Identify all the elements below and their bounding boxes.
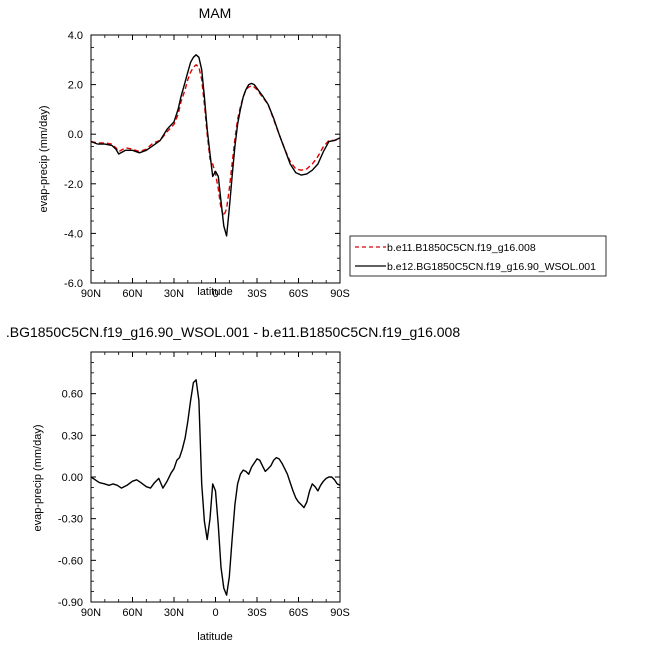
x-tick-label: 90S [330, 288, 350, 300]
bottom-x-axis-label: latitude [197, 631, 232, 643]
x-tick-label: 30N [164, 288, 184, 300]
x-tick-label: 60N [122, 607, 142, 619]
series-line-0 [90, 64, 341, 217]
y-tick-label: -2.0 [64, 179, 83, 191]
top-panel: MAM 90N 60N 30N 0 30S 60S 90S -6.0 -4.0 -2.0 0.0 2.… [38, 5, 350, 300]
x-tick-label: 0 [212, 607, 218, 619]
legend-entry-wsol: b.e12.BG1850C5CN.f19_g16.90_WSOL.001 [387, 261, 596, 273]
x-tick-label: 0 [212, 288, 218, 300]
y-tick-label: 0.00 [62, 472, 83, 484]
x-tick-label: 60N [122, 288, 142, 300]
x-tick-label: 30S [247, 288, 267, 300]
series-line-0 [90, 379, 341, 596]
legend-box [349, 235, 607, 277]
y-tick-label: -0.60 [58, 555, 83, 567]
y-tick-label: 2.0 [68, 80, 83, 92]
y-tick-label: 0.30 [62, 430, 83, 442]
y-tick-label: -4.0 [64, 228, 83, 240]
y-tick-label: -0.90 [58, 597, 83, 609]
y-tick-label: 0.0 [68, 129, 83, 141]
top-chart-title: MAM [199, 5, 232, 21]
plot-frame [90, 34, 341, 284]
legend: b.e11.B1850C5CN.f19_g16.008 b.e12.BG1850… [349, 235, 607, 277]
top-y-axis-label: evap-precip (mm/day) [38, 106, 50, 213]
x-tick-label: 30S [247, 607, 267, 619]
y-tick-label: 0.60 [62, 389, 83, 401]
x-tick-label: 90N [81, 288, 101, 300]
x-tick-label: 60S [289, 288, 309, 300]
x-tick-label: 60S [289, 607, 309, 619]
x-tick-label: 90N [81, 607, 101, 619]
bottom-plot-area: 90N 60N 30N 0 30S 60S 90S -0.90 -0.60 -0.30 0.00 0.… [58, 351, 350, 619]
y-tick-label: 4.0 [68, 30, 83, 42]
x-tick-label: 30N [164, 607, 184, 619]
legend-entry-cntl: b.e11.B1850C5CN.f19_g16.008 [387, 242, 536, 254]
x-tick-label: 90S [330, 607, 350, 619]
y-tick-label: -0.30 [58, 514, 83, 526]
series-line-1 [90, 54, 341, 237]
bottom-chart-title: .BG1850C5CN.f19_g16.90_WSOL.001 - b.e11.… [6, 324, 460, 340]
y-tick-label: -6.0 [64, 278, 83, 290]
top-plot-area: 90N 60N 30N 0 30S 60S 90S -6.0 -4.0 -2.0 0.0 2.0 4.0 [64, 30, 350, 300]
bottom-y-axis-label: evap-precip (mm/day) [32, 425, 44, 532]
bottom-panel: .BG1850C5CN.f19_g16.90_WSOL.001 - b.e11.… [6, 324, 460, 643]
top-x-axis-label: latitude [197, 286, 232, 298]
plot-frame [90, 351, 341, 603]
